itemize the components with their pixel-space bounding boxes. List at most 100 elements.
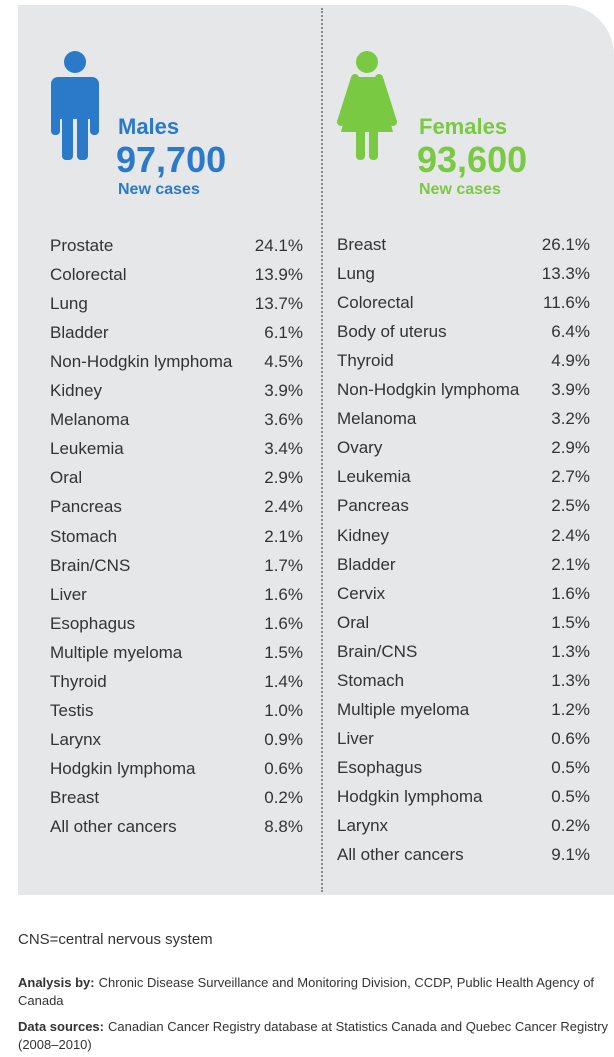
cancer-site: Larynx (337, 816, 389, 835)
percentage: 1.0% (264, 700, 303, 720)
percentage: 2.5% (551, 496, 590, 516)
cancer-site: Esophagus (337, 757, 423, 777)
percentage: 3.9% (551, 380, 590, 400)
cancer-site: Leukemia (337, 467, 411, 487)
percentage: 1.5% (264, 642, 303, 662)
cancer-site: Pancreas (50, 497, 122, 517)
cancer-site: All other cancers (337, 845, 464, 865)
percentage: 2.1% (551, 554, 590, 574)
percentage: 2.7% (551, 467, 590, 487)
percentage: 1.2% (551, 699, 590, 719)
cancer-site: Melanoma (337, 409, 417, 429)
percentage: 2.4% (551, 525, 590, 545)
cancer-site: Bladder (337, 554, 396, 574)
percentage: 26.1% (541, 235, 590, 254)
percentage: 0.5% (551, 757, 590, 777)
males-count: 97,700 (116, 139, 227, 180)
female-icon (337, 51, 397, 160)
percentage: 0.6% (264, 758, 303, 778)
percentage: 24.1% (254, 236, 303, 255)
cancer-site: Pancreas (337, 496, 409, 516)
percentage: 0.9% (264, 729, 303, 749)
percentage: 1.6% (551, 583, 590, 603)
cancer-site: Melanoma (50, 410, 130, 430)
footnote: CNS=central nervous system (18, 931, 213, 948)
percentage: 3.4% (264, 439, 303, 459)
percentage: 1.3% (551, 670, 590, 690)
cancer-site: Kidney (50, 381, 102, 401)
cancer-site: Kidney (337, 525, 389, 545)
cancer-site: Thyroid (337, 351, 394, 371)
cancer-site: Larynx (50, 729, 102, 749)
percentage: 2.9% (551, 438, 590, 458)
percentage: 6.1% (264, 323, 303, 343)
cancer-site: Liver (337, 728, 374, 748)
percentage: 2.1% (264, 526, 303, 546)
panel (18, 5, 614, 895)
divider (321, 8, 323, 892)
percentage: 0.2% (264, 787, 303, 807)
sources-label: Data sources: (18, 1019, 104, 1034)
sources-text: Canadian Cancer Registry database at Sta… (18, 1019, 609, 1052)
cancer-site: Oral (50, 468, 83, 488)
cancer-site: Stomach (337, 670, 405, 690)
cancer-site: Breast (337, 235, 387, 254)
cancer-site: Colorectal (337, 293, 414, 313)
percentage: 0.5% (551, 786, 590, 806)
percentage: 0.6% (551, 728, 590, 748)
percentage: 1.5% (551, 612, 590, 632)
cancer-site: Lung (50, 294, 88, 314)
cancer-site: Cervix (337, 583, 386, 603)
percentage: 1.4% (264, 671, 303, 691)
percentage: 6.4% (551, 322, 590, 342)
cancer-site: Esophagus (50, 613, 136, 633)
cancer-site: All other cancers (50, 817, 177, 836)
percentage: 2.9% (264, 468, 303, 488)
sources: Data sources: Canadian Cancer Registry da… (18, 1018, 614, 1054)
percentage: 4.5% (264, 352, 303, 372)
cancer-site: Bladder (50, 323, 109, 343)
cancer-site: Multiple myeloma (337, 699, 470, 719)
percentage: 11.6% (543, 293, 590, 313)
cancer-site: Breast (50, 787, 100, 807)
cancer-site: Leukemia (50, 439, 124, 459)
analysis-label: Analysis by: (18, 975, 95, 990)
cancer-site: Oral (337, 612, 370, 632)
cancer-site: Testis (50, 700, 94, 720)
percentage: 13.7% (254, 294, 303, 314)
males-sublabel: New cases (118, 181, 200, 198)
cancer-site: Liver (50, 584, 87, 604)
percentage: 8.8% (264, 817, 303, 836)
percentage: 9.1% (551, 845, 590, 865)
cancer-site: Lung (337, 264, 375, 284)
cancer-site: Multiple myeloma (50, 642, 183, 662)
cancer-site: Body of uterus (337, 322, 447, 342)
cancer-site: Hodgkin lymphoma (50, 758, 196, 778)
females-sublabel: New cases (419, 181, 501, 198)
cancer-site: Hodgkin lymphoma (337, 786, 483, 806)
cancer-site: Ovary (337, 438, 383, 458)
cancer-site: Stomach (50, 526, 118, 546)
percentage: 1.3% (551, 641, 590, 661)
analysis-text: Chronic Disease Surveillance and Monitor… (18, 975, 595, 1008)
analysis: Analysis by: Chronic Disease Surveillance… (18, 974, 614, 1010)
percentage: 1.6% (264, 613, 303, 633)
percentage: 4.9% (551, 351, 590, 371)
percentage: 0.2% (551, 816, 590, 835)
percentage: 1.6% (264, 584, 303, 604)
females-label: Females (419, 114, 508, 139)
percentage: 3.9% (264, 381, 303, 401)
percentage: 3.6% (264, 410, 303, 430)
cancer-site: Prostate (50, 236, 114, 255)
percentage: 13.9% (254, 265, 303, 285)
cancer-site: Brain/CNS (337, 641, 418, 661)
females-count: 93,600 (417, 139, 528, 180)
cancer-site: Non-Hodgkin lymphoma (337, 380, 520, 400)
cancer-site: Colorectal (50, 265, 127, 285)
males-label: Males (118, 114, 180, 139)
percentage: 13.3% (541, 264, 590, 284)
cancer-site: Brain/CNS (50, 555, 131, 575)
male-icon (51, 51, 99, 160)
percentage: 3.2% (551, 409, 590, 429)
